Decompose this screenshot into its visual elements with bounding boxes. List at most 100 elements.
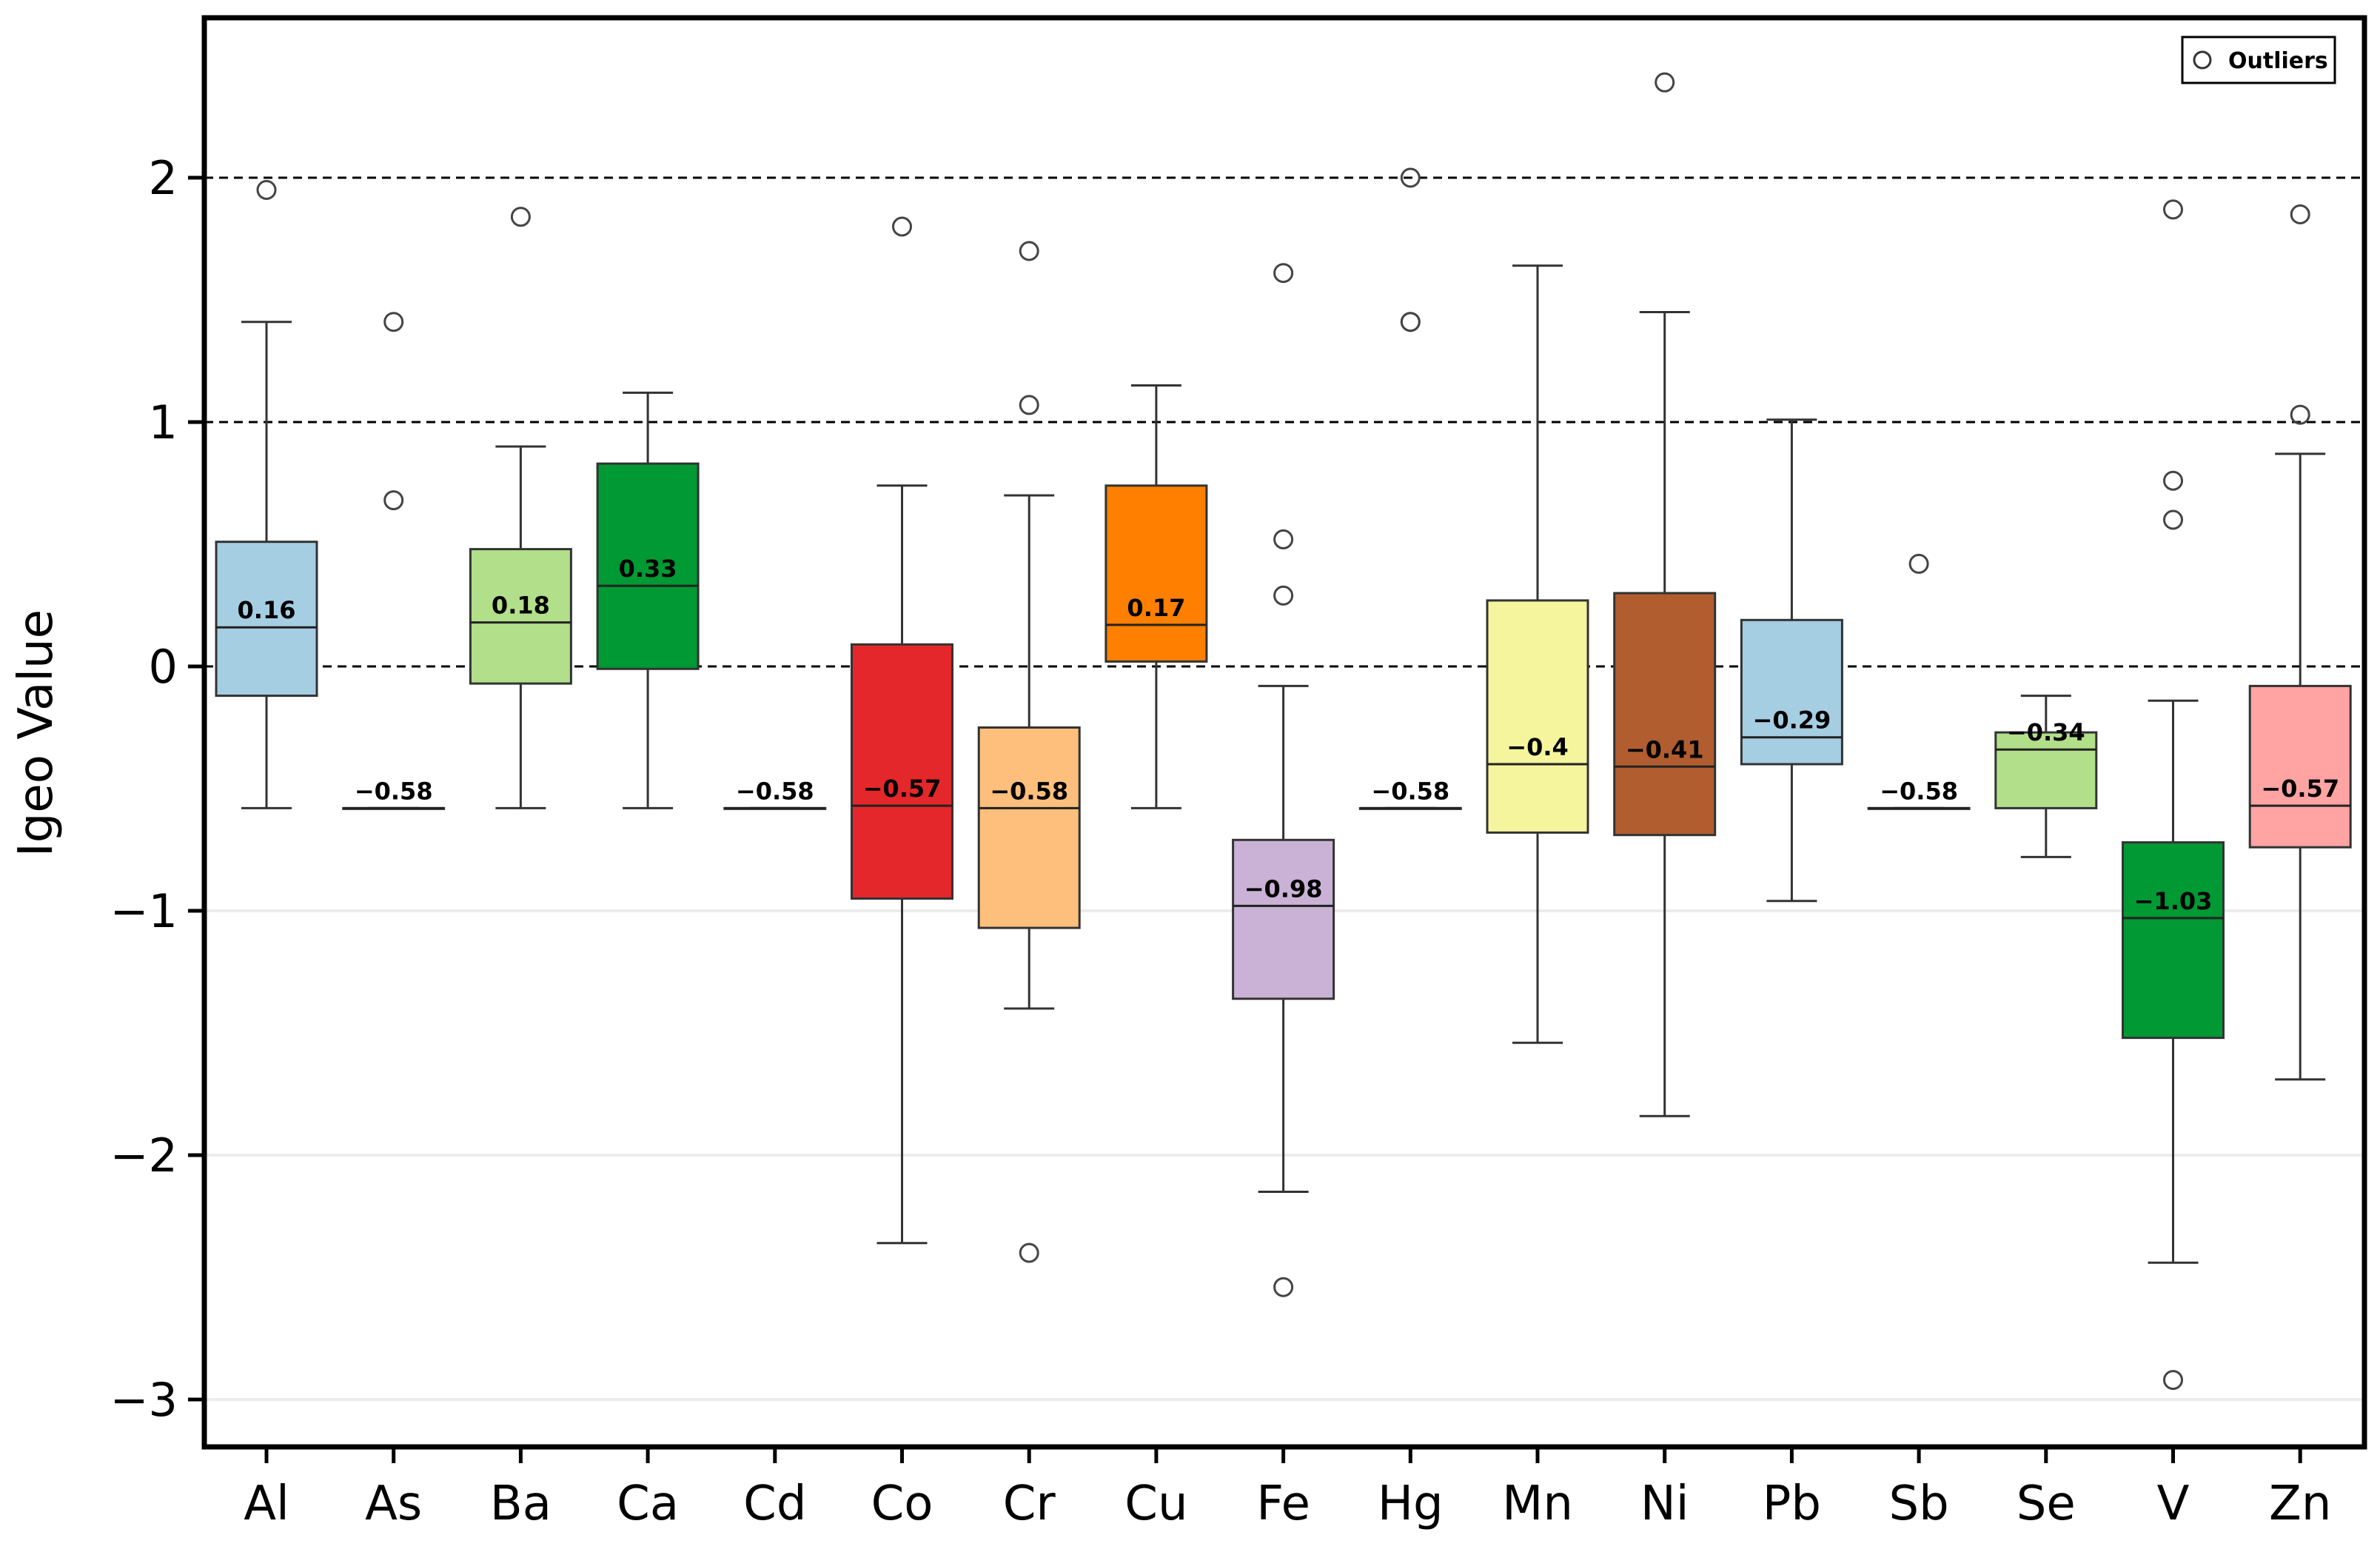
median-label: −0.98 [1244, 875, 1323, 903]
x-tick-label: Cd [743, 1477, 806, 1531]
median-label: −1.03 [2134, 887, 2213, 915]
median-label: −0.58 [1880, 777, 1958, 805]
box-ni [1613, 72, 1717, 1117]
x-tick-label: Cu [1124, 1477, 1187, 1531]
y-tick-label: 1 [149, 395, 178, 449]
x-tick-label: Pb [1763, 1477, 1821, 1531]
box-iqr [469, 548, 572, 685]
median-label: −0.41 [1626, 735, 1704, 763]
box-iqr [1104, 484, 1208, 663]
outlier-point [1019, 1243, 1039, 1263]
median-label: −0.29 [1753, 706, 1831, 735]
box-iqr [2122, 841, 2225, 1040]
outlier-point [2163, 470, 2183, 491]
box-iqr [1740, 618, 1843, 766]
x-tick-label: Ni [1640, 1477, 1689, 1531]
outlier-point [383, 312, 404, 332]
median-label: 0.16 [238, 596, 296, 624]
box-iqr [1232, 838, 1335, 1000]
outlier-point [1273, 263, 1294, 284]
y-axis-label: Igeo Value [9, 609, 64, 857]
y-tick-label: 2 [149, 151, 178, 205]
median-label: −0.57 [2261, 775, 2339, 803]
box-iqr [596, 462, 700, 670]
legend: Outliers [2181, 36, 2336, 84]
outlier-point [1400, 312, 1421, 332]
box-iqr [1486, 599, 1589, 834]
x-tick-label: Sb [1888, 1477, 1948, 1531]
x-tick-label: Fe [1256, 1477, 1310, 1531]
box-iqr [2248, 684, 2352, 849]
median-label: 0.18 [492, 592, 550, 620]
median-label: −0.4 [1506, 733, 1569, 761]
box-fe [1232, 263, 1335, 1297]
box-hg [1358, 167, 1462, 810]
outlier-point [1908, 553, 1929, 574]
box-v [2122, 199, 2225, 1391]
x-tick-label: Zn [2269, 1477, 2331, 1531]
x-tick-label: V [2157, 1477, 2190, 1531]
x-tick-label: Ba [490, 1477, 552, 1531]
outlier-point [1273, 585, 1294, 606]
outlier-point [383, 490, 404, 511]
box-cd [723, 806, 827, 810]
median-labels: 0.16 −0.58 0.18 0.33 −0.58 −0.57 −0.58 0.17 −0.9… [238, 555, 2340, 915]
x-tick-label: Co [871, 1477, 933, 1531]
box-iqr [215, 541, 318, 698]
y-tick-label: 0 [149, 640, 178, 694]
outlier-point [1655, 72, 1675, 93]
y-tick-label: −3 [110, 1373, 178, 1427]
outlier-point [1273, 529, 1294, 549]
outlier-point [2290, 204, 2310, 224]
box-iqr [1994, 731, 2098, 809]
legend-label: Outliers [2228, 48, 2328, 74]
median-label: −0.57 [863, 775, 942, 803]
outlier-point [2163, 509, 2183, 530]
box-as [342, 312, 446, 810]
x-tick-label: Se [2017, 1477, 2076, 1531]
x-tick-label: Cr [1003, 1477, 1056, 1531]
median-label: −0.58 [355, 777, 433, 805]
x-tick-label: Mn [1502, 1477, 1573, 1531]
x-axis-ticks: Al As Ba Ca Cd Co Cr Cu Fe Hg Mn Ni Pb Sb Se V Zn [244, 1447, 2331, 1531]
x-tick-label: Ca [617, 1477, 679, 1531]
median-label: −0.58 [990, 777, 1068, 805]
legend-frame [2181, 36, 2336, 84]
median-label: −0.34 [2007, 718, 2085, 746]
box-iqr [1613, 592, 1717, 837]
median-label: 0.17 [1127, 594, 1185, 622]
outlier-point [1019, 395, 1039, 415]
box-sb [1867, 553, 1971, 810]
box-cr [977, 241, 1081, 1263]
box-layer [215, 72, 2352, 1391]
box-ba [469, 207, 572, 809]
box-se [1994, 695, 2098, 858]
legend-outlier-marker [2193, 50, 2212, 70]
outlier-point [256, 180, 277, 200]
y-tick-label: −1 [110, 884, 178, 938]
box-ca [596, 391, 700, 809]
box-iqr [977, 726, 1081, 929]
outlier-point [892, 216, 912, 237]
box-iqr [851, 643, 953, 900]
outlier-point [1273, 1277, 1294, 1297]
outlier-point [2290, 404, 2310, 425]
outlier-point [1019, 241, 1039, 261]
outlier-point [510, 207, 531, 227]
x-tick-label: Al [244, 1477, 289, 1531]
box-pb [1740, 418, 1843, 903]
y-axis-ticks: 2 1 0 −1 −2 −3 [110, 151, 204, 1427]
x-tick-label: Hg [1378, 1477, 1444, 1531]
median-label: −0.58 [736, 777, 814, 805]
box-mn [1486, 264, 1589, 1044]
outlier-point [2163, 199, 2183, 220]
box-co [851, 216, 953, 1245]
median-label: 0.33 [619, 555, 677, 583]
outlier-point [2163, 1370, 2183, 1391]
y-tick-label: −2 [110, 1128, 178, 1183]
box-zn [2248, 204, 2352, 1081]
outlier-point [1400, 167, 1421, 188]
box-cu [1104, 384, 1208, 809]
box-al [215, 180, 318, 809]
